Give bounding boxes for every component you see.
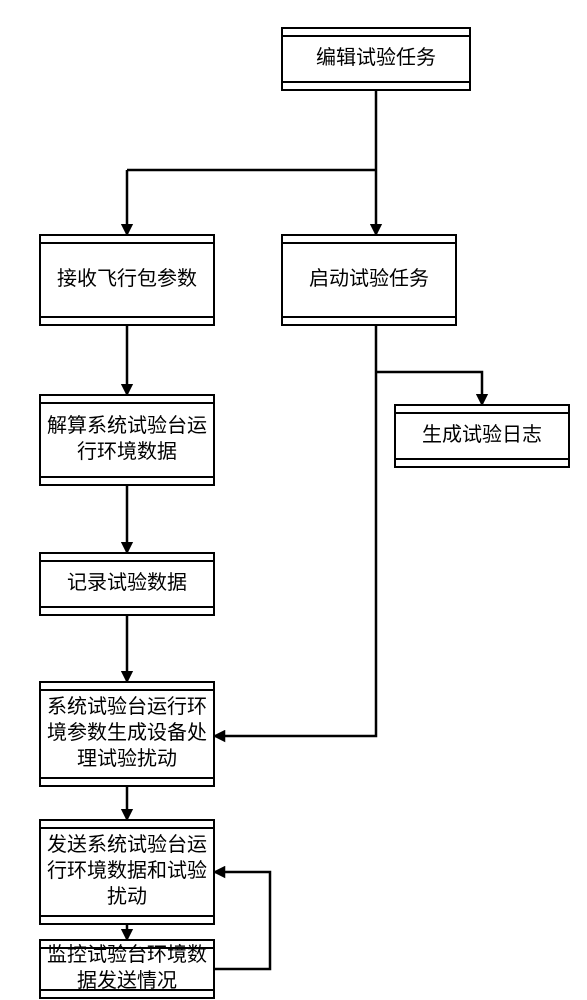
flow-node-n7: 系统试验台运行环境参数生成设备处理试验扰动 [40,682,214,786]
node-label: 生成试验日志 [422,423,542,446]
flow-node-n1: 编辑试验任务 [282,28,470,90]
flow-edge [376,372,482,405]
flow-node-n5: 解算系统试验台运行环境数据 [40,395,214,485]
node-label: 启动试验任务 [309,267,429,290]
flow-node-n2: 接收飞行包参数 [40,235,214,325]
flow-node-n6: 记录试验数据 [40,553,214,615]
flow-edge [214,325,376,736]
flow-node-n3: 启动试验任务 [282,235,456,325]
flow-node-n8: 发送系统试验台运行环境数据和试验扰动 [40,820,214,924]
node-label: 记录试验数据 [67,571,187,594]
nodes-layer: 编辑试验任务接收飞行包参数 启动试验任务生成试验日志 解算系统试验台运行环境数据记录… [40,28,569,998]
flow-node-n4: 生成试验日志 [395,405,569,467]
node-label: 接收飞行包参数 [57,267,197,290]
node-label: 编辑试验任务 [316,46,436,69]
flow-node-n9: 监控试验台环境数据发送情况 [40,940,214,998]
flow-edge [214,872,270,969]
